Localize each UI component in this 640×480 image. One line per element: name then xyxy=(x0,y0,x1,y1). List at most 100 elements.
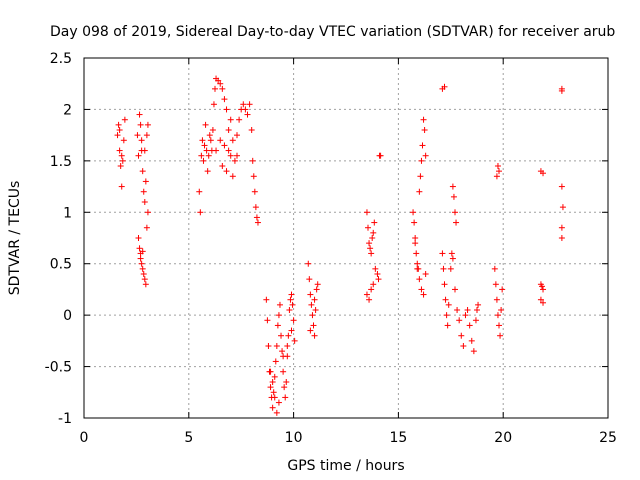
data-point xyxy=(440,265,447,272)
data-point xyxy=(491,265,498,272)
data-point xyxy=(447,265,454,272)
data-point xyxy=(227,116,234,123)
data-point xyxy=(213,147,220,154)
data-point xyxy=(269,379,276,385)
data-point xyxy=(136,245,143,252)
data-point xyxy=(370,229,377,236)
data-point xyxy=(558,87,565,94)
data-point xyxy=(200,157,207,164)
data-point xyxy=(141,199,148,205)
data-point xyxy=(493,173,500,180)
data-point xyxy=(212,85,218,92)
data-point xyxy=(253,214,260,221)
data-point xyxy=(134,132,141,139)
y-tick-label: 2.5 xyxy=(50,51,72,67)
y-tick-label: 1.5 xyxy=(50,154,72,170)
data-point xyxy=(540,286,547,293)
x-tick-label: 5 xyxy=(184,430,193,446)
data-point xyxy=(369,235,376,241)
data-point xyxy=(281,384,288,391)
data-point xyxy=(288,327,295,334)
data-point xyxy=(449,255,456,262)
data-point xyxy=(314,281,321,288)
axis-ticks: 0 5 10 15 20 25 -1 -0.5 0 0.5 1 1.5 2 2.5 xyxy=(45,51,617,446)
data-point xyxy=(242,106,249,113)
data-point xyxy=(412,240,419,247)
data-point xyxy=(139,168,146,175)
data-point xyxy=(410,209,417,216)
x-tick-label: 15 xyxy=(389,430,407,446)
y-tick-label: -1 xyxy=(58,411,72,427)
data-point xyxy=(420,116,427,123)
data-point xyxy=(142,281,149,288)
data-point xyxy=(418,157,425,164)
data-point xyxy=(234,132,241,139)
data-point xyxy=(139,248,146,255)
data-point xyxy=(492,281,499,288)
data-point xyxy=(267,384,274,391)
data-point xyxy=(470,348,477,355)
data-point xyxy=(416,188,423,195)
data-point xyxy=(278,332,285,339)
data-point xyxy=(537,296,544,303)
data-point xyxy=(311,332,318,339)
data-point xyxy=(443,312,450,319)
data-point xyxy=(558,235,565,241)
data-point xyxy=(140,188,147,195)
data-point xyxy=(308,301,315,308)
data-point xyxy=(309,312,316,319)
data-point xyxy=(271,394,278,401)
data-point xyxy=(311,296,318,303)
data-point xyxy=(363,209,370,216)
data-point xyxy=(420,291,427,298)
data-point xyxy=(203,147,210,154)
data-point xyxy=(366,240,373,247)
data-point xyxy=(225,127,232,133)
data-point xyxy=(280,368,287,375)
data-point xyxy=(197,209,204,216)
data-point xyxy=(368,286,375,293)
data-point xyxy=(439,250,446,257)
data-point xyxy=(140,271,147,277)
data-point xyxy=(120,137,127,144)
data-point xyxy=(450,193,457,200)
data-point xyxy=(144,121,151,128)
data-point xyxy=(236,116,243,123)
data-point xyxy=(288,291,295,298)
data-point xyxy=(137,255,144,262)
x-tick-label: 20 xyxy=(494,430,512,446)
data-point xyxy=(143,224,150,231)
data-point xyxy=(279,348,286,355)
data-point xyxy=(269,404,276,411)
data-point xyxy=(114,132,121,139)
data-point xyxy=(276,301,283,308)
data-point xyxy=(215,77,222,84)
data-point xyxy=(198,152,205,159)
x-tick-label: 25 xyxy=(599,430,617,446)
data-point xyxy=(202,121,209,128)
y-tick-label: 0 xyxy=(63,308,72,324)
data-point xyxy=(499,286,506,293)
data-point xyxy=(313,286,320,293)
data-point xyxy=(138,260,145,267)
data-point xyxy=(412,235,419,241)
data-point xyxy=(494,312,501,319)
data-point xyxy=(119,157,126,164)
data-point xyxy=(413,250,420,257)
data-point xyxy=(497,332,504,339)
data-point xyxy=(468,337,475,344)
data-point xyxy=(143,132,150,139)
data-point xyxy=(251,188,258,195)
data-point xyxy=(221,142,228,149)
data-point xyxy=(135,152,142,159)
data-point xyxy=(540,170,547,177)
data-point xyxy=(217,80,224,87)
data-point xyxy=(115,121,122,128)
data-point xyxy=(558,224,565,231)
data-point xyxy=(217,137,224,144)
data-point xyxy=(221,96,228,103)
data-point xyxy=(219,85,226,92)
data-point xyxy=(284,343,291,349)
data-point xyxy=(464,307,471,313)
